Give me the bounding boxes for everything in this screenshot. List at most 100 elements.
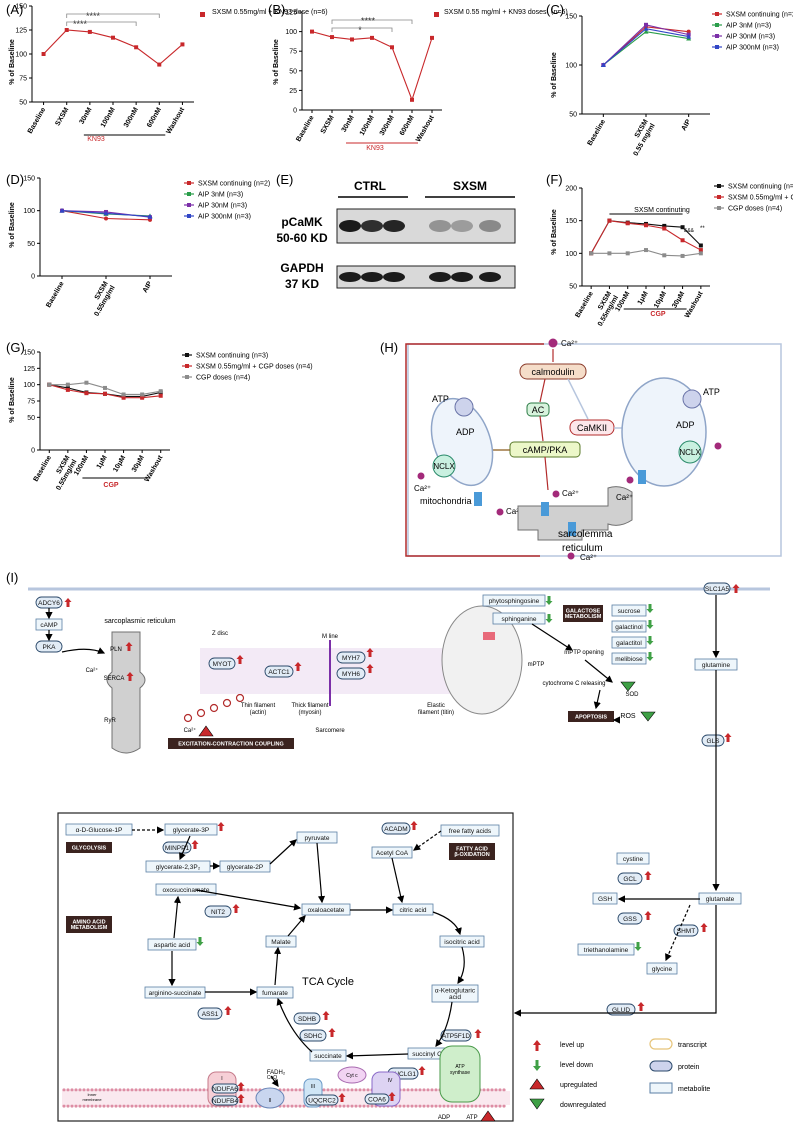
arrow-acetyl-citric xyxy=(391,857,405,904)
panel-label-g: (G) xyxy=(6,340,25,355)
svg-text:Acetyl CoA: Acetyl CoA xyxy=(376,850,409,857)
legend-marker xyxy=(185,364,189,368)
level-up-icon xyxy=(217,822,225,831)
level-up-icon xyxy=(322,1011,330,1020)
i-sarcomere-bg xyxy=(200,648,450,694)
svg-text:Thick filament: Thick filament xyxy=(291,703,328,709)
data-point xyxy=(644,248,648,253)
h-ca-left-icon xyxy=(417,472,425,480)
group-label-f: CGP xyxy=(650,311,666,318)
x-tick-label: Washout xyxy=(144,454,165,483)
svg-text:Malate: Malate xyxy=(271,939,291,946)
svg-text:α-Ketoglutaric: α-Ketoglutaric xyxy=(435,988,476,995)
y-tick-label: 0 xyxy=(31,274,35,281)
h-red-frame xyxy=(405,343,544,557)
h-calmodulin-box xyxy=(519,363,587,380)
y-tick-label: 25 xyxy=(289,88,297,95)
data-point xyxy=(47,382,52,387)
svg-text:glycerate-3P: glycerate-3P xyxy=(173,827,210,834)
legend-marker xyxy=(187,203,191,207)
legend-item-label: level down xyxy=(560,1062,593,1069)
svg-text:galactitol: galactitol xyxy=(616,640,642,647)
svg-text:ACADM: ACADM xyxy=(384,826,407,833)
arrow-succcoa-succinate xyxy=(345,1052,409,1060)
i-ca-2: Ca²⁺ xyxy=(184,727,197,734)
y-tick-label: 50 xyxy=(569,112,577,119)
svg-text:arginino-succinate: arginino-succinate xyxy=(149,990,202,997)
arrow-oxosucc-oxalo xyxy=(195,889,302,911)
i-ryr: RyR xyxy=(104,718,116,724)
i-acadm: ACADM xyxy=(381,822,411,835)
data-point xyxy=(643,29,649,34)
svg-text:α-D-Glucose-1P: α-D-Glucose-1P xyxy=(76,827,123,834)
data-point xyxy=(180,42,185,47)
x-tick-label: AIP xyxy=(142,280,154,294)
i-gcl: GCL xyxy=(617,872,643,885)
level-up-icon xyxy=(724,733,732,742)
group-label-b: KN93 xyxy=(366,145,384,152)
i-pyruvate: pyruvate xyxy=(296,831,338,844)
svg-text:mPTP opening: mPTP opening xyxy=(564,650,604,656)
svg-text:filament (titin): filament (titin) xyxy=(418,710,454,716)
x-tick-label: Washout xyxy=(684,290,705,319)
x-tick-label: 600nM xyxy=(146,106,163,129)
level-up-icon xyxy=(126,672,134,681)
legend-label: AIP 300nM (n=3) xyxy=(198,214,251,221)
i-ca-1: Ca²⁺ xyxy=(86,667,99,674)
chart-d: (D) % of Baseline 0 50 100 150 Baseline SXSM0… xyxy=(6,172,270,318)
band-gapdh xyxy=(479,272,501,282)
y-tick-label: 50 xyxy=(27,415,35,422)
y-tick-label: 100 xyxy=(23,382,35,389)
x-tick-label: 30nM xyxy=(341,114,356,133)
downregulated-icon xyxy=(620,681,636,692)
level-up-icon xyxy=(125,642,133,651)
chart-b: (B) % of Baseline KN93 SXSM 0.55 mg/ml +… xyxy=(268,2,568,152)
y-axis-label-f: % of Baseline xyxy=(551,209,558,255)
i-mptp-open: mPTP opening xyxy=(564,650,604,656)
svg-text:acid: acid xyxy=(449,994,461,1001)
band-gapdh xyxy=(361,272,383,282)
x-tick-label: SXSM0.55mg/ml xyxy=(87,280,117,317)
svg-text:PKA: PKA xyxy=(42,644,56,651)
sig-f-1: &&& xyxy=(684,228,695,234)
svg-text:(myosin): (myosin) xyxy=(298,710,321,716)
svg-text:ROS: ROS xyxy=(620,713,636,720)
legend-marker xyxy=(717,206,721,210)
arrow-ffa-acetyl xyxy=(413,830,442,851)
h-ca-sr-icon xyxy=(552,490,560,498)
arrow-sphing-mptp xyxy=(531,623,574,651)
legend-a-1-marker xyxy=(200,12,205,17)
svg-text:FATTY ACID: FATTY ACID xyxy=(456,847,488,853)
x-tick-label: 30nM xyxy=(79,106,94,125)
band-pcamk xyxy=(383,220,405,232)
legend-b-1: SXSM 0.55 mg/ml + KN93 doses（n=6) xyxy=(444,8,568,16)
level-up-icon xyxy=(236,655,244,664)
i-cystine: cystine xyxy=(616,852,650,865)
y-tick-label: 50 xyxy=(19,100,27,107)
h-ca-bottom: Ca²⁺ xyxy=(580,553,597,562)
blot-row1-label: pCaMK xyxy=(281,215,323,229)
h-channel-sr-1 xyxy=(541,502,549,516)
svg-text:glycine: glycine xyxy=(652,966,673,973)
i-tca: TCA Cycle xyxy=(302,976,354,988)
i-ecc: EXCITATION-CONTRACTION COUPLING xyxy=(168,738,294,749)
svg-text:cAMP: cAMP xyxy=(40,622,57,629)
arrow-pyruvate-oxalo xyxy=(316,842,326,904)
svg-text:Thin filament: Thin filament xyxy=(241,703,276,709)
y-tick-label: 200 xyxy=(565,186,577,193)
svg-text:TCA Cycle: TCA Cycle xyxy=(302,976,354,988)
svg-text:AMINO ACID: AMINO ACID xyxy=(72,920,105,926)
legend-item-label: metabolite xyxy=(678,1086,710,1093)
i-serca: SERCA xyxy=(104,676,125,682)
i-shmt: SHMT xyxy=(673,924,699,937)
h-sr-shape xyxy=(517,486,633,541)
i-ass1: ASS1 xyxy=(197,1007,223,1020)
sig-b-2: * xyxy=(358,25,362,35)
svg-text:melibiose: melibiose xyxy=(615,656,643,663)
data-point xyxy=(680,225,685,230)
data-point xyxy=(84,391,89,396)
svg-text:sarcoplasmic reticulum: sarcoplasmic reticulum xyxy=(104,618,175,625)
svg-text:ACTC1: ACTC1 xyxy=(268,669,290,676)
i-glycine: glycine xyxy=(646,962,678,975)
